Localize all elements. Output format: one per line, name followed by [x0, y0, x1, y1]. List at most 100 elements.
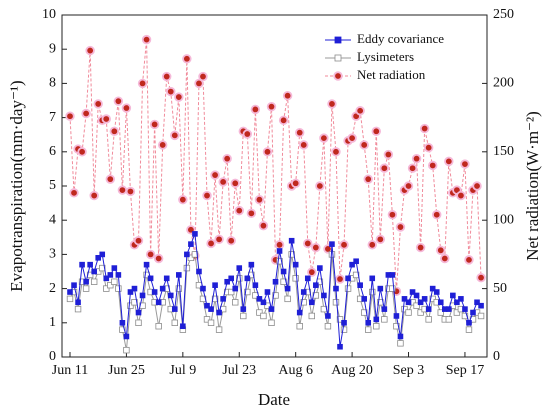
y2-tick-label: 200 — [493, 76, 514, 91]
marker — [222, 153, 232, 164]
marker — [389, 272, 396, 278]
marker — [429, 295, 436, 303]
marker — [332, 299, 340, 306]
marker — [65, 111, 75, 121]
marker — [109, 126, 120, 136]
marker — [111, 265, 118, 271]
marker — [373, 323, 380, 330]
marker — [385, 272, 392, 278]
marker — [256, 296, 263, 302]
y-tick-label: 4 — [49, 212, 56, 227]
marker — [182, 54, 192, 64]
x-tick-label: Jun 11 — [52, 363, 88, 378]
marker — [461, 312, 469, 320]
marker — [79, 261, 85, 268]
marker — [379, 163, 390, 173]
marker — [208, 306, 214, 312]
legend-marker — [334, 54, 342, 62]
marker — [188, 241, 194, 247]
marker — [397, 340, 404, 347]
y-tick-label: 10 — [42, 7, 56, 22]
marker — [113, 96, 124, 106]
marker — [417, 309, 424, 316]
marker — [115, 272, 122, 278]
marker — [74, 305, 82, 313]
marker — [248, 261, 255, 268]
marker — [403, 181, 414, 191]
marker — [413, 292, 420, 299]
marker — [341, 320, 347, 326]
marker — [272, 278, 279, 285]
marker — [405, 309, 412, 316]
marker — [115, 285, 122, 292]
marker — [252, 282, 259, 288]
marker — [331, 147, 341, 157]
marker — [268, 306, 275, 312]
marker — [232, 285, 239, 292]
marker — [192, 231, 198, 237]
marker — [445, 316, 453, 323]
y-tick-label: 2 — [49, 281, 56, 296]
y2-tick-label: 250 — [493, 7, 514, 22]
y-tick-label: 1 — [49, 315, 56, 330]
x-tick-label: Sep 17 — [446, 363, 485, 378]
marker — [87, 261, 93, 268]
marker — [119, 320, 126, 326]
y-tick-label: 9 — [49, 41, 56, 56]
marker — [311, 242, 321, 253]
marker — [436, 245, 446, 255]
marker — [215, 326, 223, 333]
marker — [349, 261, 355, 268]
legend-label: Lysimeters — [357, 49, 414, 64]
marker — [234, 205, 244, 216]
marker — [93, 99, 103, 109]
marker — [340, 326, 348, 333]
marker — [466, 320, 472, 326]
marker — [371, 126, 381, 136]
marker — [258, 220, 269, 231]
marker — [387, 210, 398, 220]
marker — [272, 292, 279, 299]
marker — [99, 251, 106, 258]
marker — [127, 289, 134, 295]
marker — [477, 312, 485, 320]
marker — [357, 282, 363, 288]
marker — [303, 238, 313, 249]
marker — [363, 174, 373, 184]
marker — [246, 208, 257, 219]
marker — [264, 289, 271, 295]
marker — [278, 115, 289, 126]
marker — [373, 316, 380, 323]
marker — [232, 299, 239, 306]
marker — [444, 156, 454, 167]
marker — [450, 292, 456, 299]
marker — [240, 312, 247, 320]
marker — [212, 282, 218, 288]
marker — [200, 285, 206, 292]
marker — [202, 190, 212, 201]
marker — [454, 299, 460, 306]
marker — [428, 160, 438, 171]
marker — [155, 323, 162, 330]
marker — [220, 296, 226, 302]
marker — [432, 210, 442, 220]
marker — [240, 306, 247, 312]
y-tick-label: 0 — [49, 349, 56, 364]
marker — [163, 275, 170, 282]
marker — [276, 258, 283, 265]
marker — [90, 278, 98, 285]
marker — [381, 306, 388, 312]
marker — [476, 272, 486, 283]
marker — [77, 147, 87, 157]
marker — [319, 133, 329, 143]
marker — [260, 312, 267, 320]
marker — [171, 306, 178, 312]
marker — [141, 34, 152, 45]
marker — [166, 86, 176, 97]
marker — [228, 275, 234, 282]
marker — [69, 188, 79, 198]
y-tick-label: 3 — [49, 247, 56, 262]
marker — [67, 289, 73, 295]
marker — [226, 236, 236, 246]
y2-axis-label: Net radiation(W·m⁻²) — [523, 111, 542, 261]
